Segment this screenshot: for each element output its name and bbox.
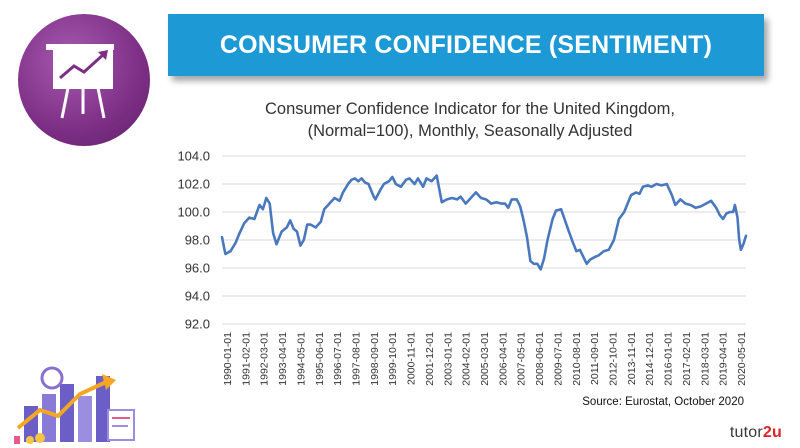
chart-title-line-2: (Normal=100), Monthly, Seasonally Adjust… [307, 122, 633, 140]
x-tick-label: 2003-01-01 [442, 332, 454, 386]
x-tick-label: 1996-07-01 [332, 332, 344, 386]
y-tick-label: 92.0 [185, 317, 210, 332]
y-tick-label: 96.0 [185, 261, 210, 276]
series-line-0 [220, 174, 748, 271]
x-tick-label: 2009-07-01 [552, 332, 564, 386]
x-tick-label: 2017-02-01 [681, 332, 693, 386]
x-tick-label: 2012-10-01 [608, 332, 620, 386]
title-banner: CONSUMER CONFIDENCE (SENTIMENT) [168, 14, 764, 76]
x-tick-label: 2014-12-01 [644, 332, 656, 386]
x-tick-label: 2004-02-01 [461, 332, 473, 386]
chart-title: Consumer Confidence Indicator for the Un… [170, 98, 770, 142]
brand-prefix: tutor [729, 424, 763, 441]
x-tick-label: 1997-08-01 [351, 332, 363, 386]
business-growth-illustration [14, 366, 135, 444]
y-tick-label: 94.0 [185, 289, 210, 304]
y-tick-label: 102.0 [177, 177, 210, 192]
x-tick-label: 1994-05-01 [295, 332, 307, 386]
x-tick-label: 2016-01-01 [663, 332, 675, 386]
x-tick-label: 1999-10-01 [387, 332, 399, 386]
brand-logo: tutor2u [730, 424, 782, 442]
x-tick-label: 2008-06-01 [534, 332, 546, 386]
x-tick-label: 1990-01-01 [222, 332, 234, 386]
x-tick-label: 1992-03-01 [259, 332, 271, 386]
x-tick-label: 1991-02-01 [240, 332, 252, 386]
x-axis-ticks: 1990-01-01 1991-02-01 1992-03-01 1993-04-01… [222, 332, 748, 386]
presentation-board-icon [46, 44, 114, 119]
x-tick-label: 1995-06-01 [314, 332, 326, 386]
x-tick-label: 2013-11-01 [626, 332, 638, 385]
logo-badge [18, 14, 150, 146]
y-tick-label: 98.0 [185, 233, 210, 248]
x-tick-label: 2020-05-01 [736, 332, 748, 386]
x-tick-label: 2000-11-01 [406, 332, 418, 385]
brand-suffix: 2u [762, 424, 782, 441]
x-tick-label: 2019-04-01 [718, 332, 730, 386]
grid-lines [222, 155, 746, 325]
x-tick-label: 2011-09-01 [589, 332, 601, 385]
x-tick-label: 1993-04-01 [277, 332, 289, 386]
x-tick-label: 2001-12-01 [424, 332, 436, 386]
series-layer [220, 174, 748, 271]
x-tick-label: 2006-04-01 [497, 332, 509, 386]
x-tick-label: 1998-09-01 [369, 332, 381, 386]
y-axis-ticks: 92.0 94.0 96.0 98.0 100.0 102.0 104.0 [177, 149, 210, 332]
x-tick-label: 2010-08-01 [571, 332, 583, 386]
x-tick-label: 2007-05-01 [516, 332, 528, 386]
chart-title-line-1: Consumer Confidence Indicator for the Un… [265, 100, 675, 118]
x-tick-label: 2018-03-01 [699, 332, 711, 386]
source-note: Source: Eurostat, October 2020 [582, 396, 744, 408]
page-title: CONSUMER CONFIDENCE (SENTIMENT) [219, 30, 713, 59]
x-tick-label: 2005-03-01 [479, 332, 491, 386]
y-tick-label: 100.0 [177, 205, 210, 220]
y-tick-label: 104.0 [177, 149, 210, 164]
